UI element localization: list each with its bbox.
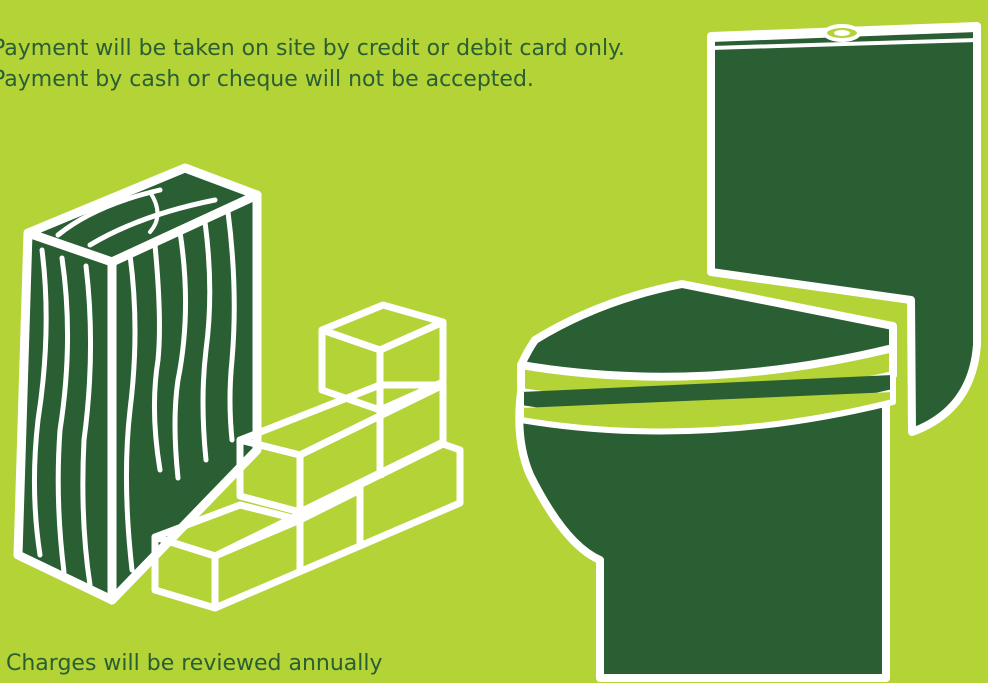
charges-review-text: Charges will be reviewed annually bbox=[6, 651, 383, 676]
brick-wall-icon bbox=[151, 301, 464, 612]
toilet-icon bbox=[515, 22, 981, 682]
payment-notice-text: Payment will be taken on site by credit … bbox=[0, 36, 625, 92]
timber-plank-icon bbox=[13, 163, 262, 605]
